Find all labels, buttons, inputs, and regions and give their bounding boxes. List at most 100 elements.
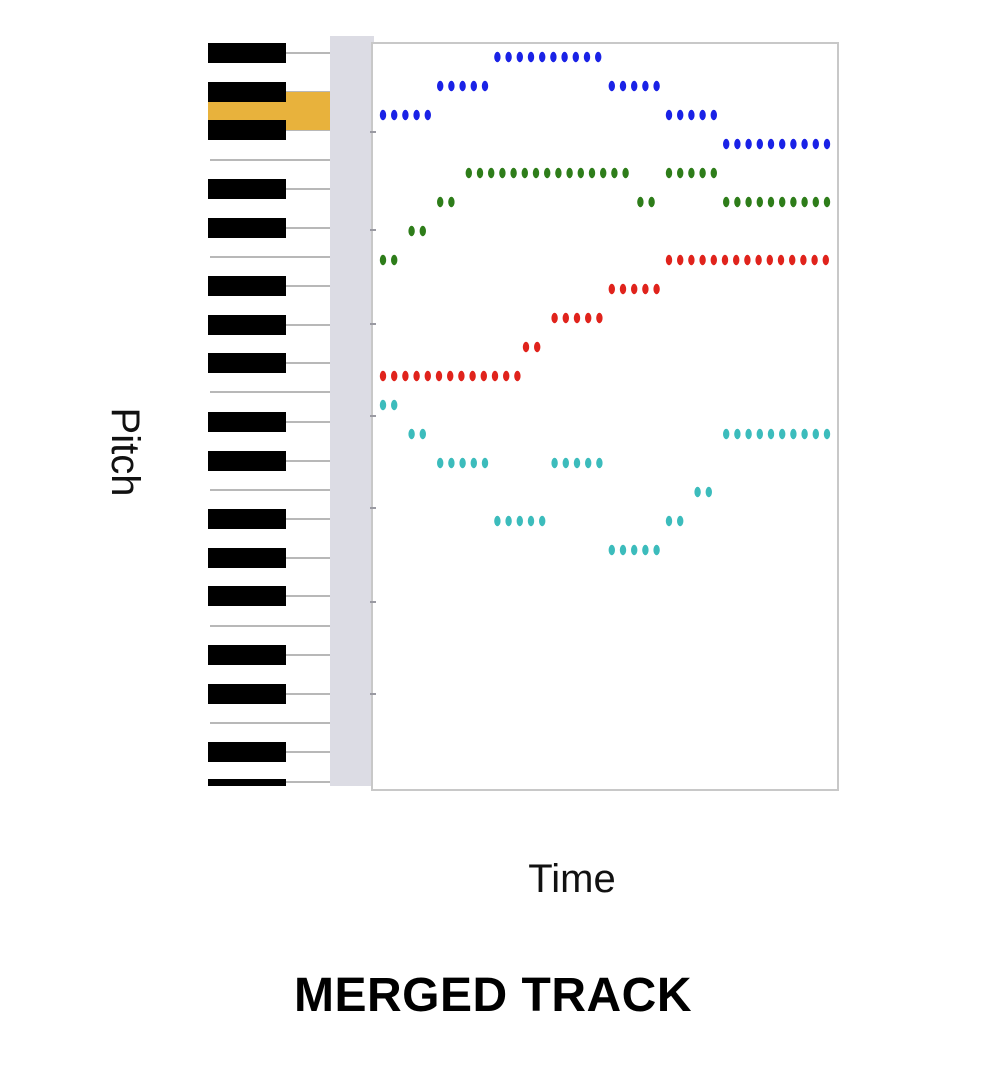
note-dot <box>480 370 487 382</box>
note-dot <box>721 254 729 266</box>
note-dot <box>800 254 807 266</box>
black-key <box>208 645 286 665</box>
note-dot <box>790 428 797 440</box>
note-dot <box>734 428 741 440</box>
note-dot <box>539 515 546 527</box>
note-dot <box>653 80 660 92</box>
note-dot <box>437 196 444 208</box>
note-dot <box>823 428 831 440</box>
black-key <box>208 315 286 335</box>
note-track <box>379 254 829 382</box>
note-dot <box>534 341 541 353</box>
note-dot <box>514 370 521 382</box>
note-dot <box>699 254 706 266</box>
note-dot <box>779 138 786 150</box>
note-dot <box>516 51 523 63</box>
note-dot <box>424 109 431 121</box>
time-ruler-strip <box>330 36 374 786</box>
note-dot <box>812 138 819 150</box>
note-dot <box>532 167 540 179</box>
note-dot <box>491 370 499 382</box>
black-key <box>208 218 286 238</box>
note-dot <box>522 341 530 353</box>
note-dot <box>419 225 426 237</box>
note-dot <box>391 254 398 266</box>
note-dot <box>573 312 581 324</box>
note-dot <box>812 428 819 440</box>
note-dot <box>562 312 569 324</box>
note-dot <box>448 196 455 208</box>
black-key <box>208 412 286 432</box>
note-dot <box>494 51 501 63</box>
note-dot <box>756 196 763 208</box>
note-dot <box>710 254 717 266</box>
note-dot <box>469 370 476 382</box>
note-dot <box>391 109 398 121</box>
note-dot <box>573 457 581 469</box>
diagram-caption: MERGED TRACK <box>294 969 692 1022</box>
note-dot <box>608 80 615 92</box>
note-dot <box>766 254 773 266</box>
note-dot <box>447 370 454 382</box>
note-dot <box>544 167 551 179</box>
note-dot <box>733 254 740 266</box>
black-key <box>208 276 286 296</box>
black-key <box>208 742 286 762</box>
black-key <box>208 179 286 199</box>
note-dot <box>653 283 660 295</box>
note-dot <box>379 370 387 382</box>
note-dot <box>539 51 546 63</box>
note-dot <box>619 80 627 92</box>
note-dot <box>723 196 730 208</box>
note-dot <box>745 138 752 150</box>
note-dot <box>550 51 557 63</box>
note-dot <box>494 515 501 527</box>
note-dot <box>756 138 763 150</box>
note-dot <box>459 457 466 469</box>
piano-keyboard <box>208 43 332 786</box>
note-dot <box>631 283 638 295</box>
note-dot <box>437 80 444 92</box>
note-tracks <box>379 51 831 556</box>
note-dot <box>470 457 477 469</box>
note-dot <box>677 515 684 527</box>
note-dot <box>459 80 466 92</box>
note-dot <box>527 515 535 527</box>
note-dot <box>505 515 512 527</box>
note-dot <box>424 370 431 382</box>
note-dot <box>458 370 465 382</box>
note-dot <box>608 544 615 556</box>
note-dot <box>744 254 751 266</box>
note-dot <box>767 138 775 150</box>
note-track <box>379 51 831 150</box>
note-dot <box>437 457 444 469</box>
note-dot <box>812 196 819 208</box>
note-dot <box>734 196 741 208</box>
note-dot <box>585 457 592 469</box>
black-key <box>208 548 286 568</box>
note-dot <box>476 167 484 179</box>
note-dot <box>402 109 409 121</box>
note-dot <box>488 167 495 179</box>
note-dot <box>562 457 569 469</box>
note-dot <box>767 196 775 208</box>
note-dot <box>631 544 638 556</box>
note-dot <box>811 254 818 266</box>
note-dot <box>755 254 762 266</box>
note-dot <box>391 399 398 411</box>
note-dot <box>413 109 420 121</box>
note-dot <box>527 51 535 63</box>
ruler-ticks <box>370 131 376 695</box>
note-dot <box>551 457 558 469</box>
note-dot <box>448 80 455 92</box>
note-dot <box>665 167 673 179</box>
note-dot <box>790 196 797 208</box>
note-dot <box>642 544 649 556</box>
note-dot <box>694 486 701 498</box>
note-dot <box>677 109 684 121</box>
note-dot <box>677 167 684 179</box>
note-dot <box>699 167 706 179</box>
note-dot <box>503 370 510 382</box>
note-dot <box>572 51 579 63</box>
